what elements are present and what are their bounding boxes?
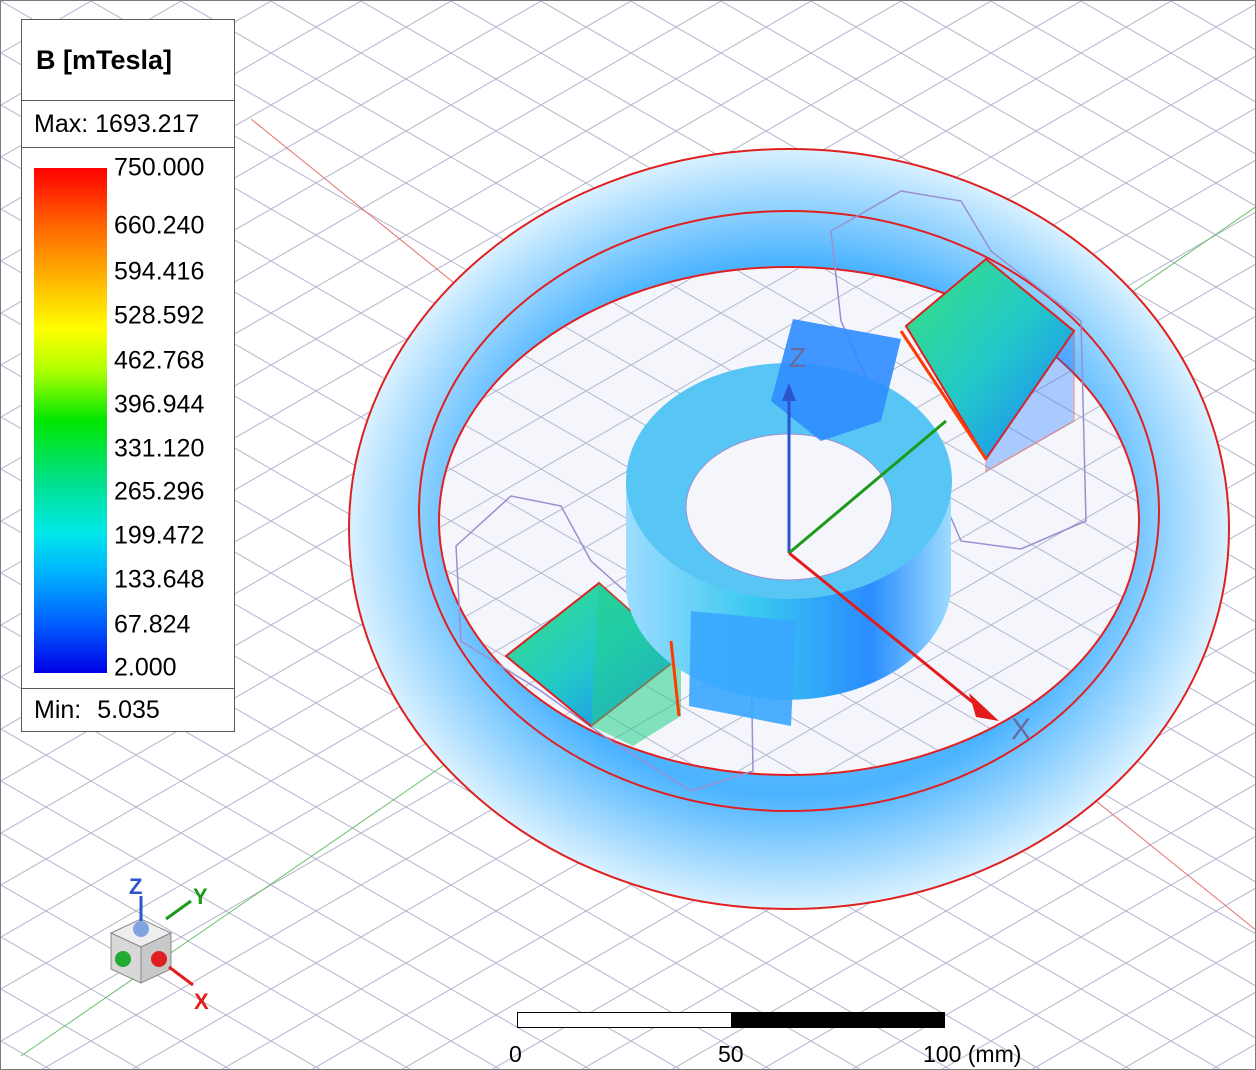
model-x-axis [788, 551, 987, 715]
legend-max: Max: 1693.217 [22, 101, 234, 148]
legend-tick: 462.768 [114, 346, 205, 375]
legend-tick: 594.416 [114, 257, 205, 286]
model-x-label: X [1011, 713, 1031, 746]
legend-tick: 396.944 [114, 390, 205, 419]
legend-tick: 660.240 [114, 211, 205, 240]
legend-title: B [mTesla] [22, 20, 234, 101]
scale-bar-white-segment [517, 1012, 733, 1028]
stator-ring-mid [418, 210, 1160, 812]
legend-tick: 331.120 [114, 434, 205, 463]
legend-tick: 2.000 [114, 653, 177, 682]
legend-gradient-bar [34, 168, 107, 673]
triad-x-label: X [194, 989, 209, 1014]
model-x-arrow [969, 693, 999, 721]
scale-bar-black-segment [731, 1012, 945, 1028]
triad-z-knob [133, 921, 149, 937]
pole-piece-upper-side [985, 328, 1075, 473]
rotor-tooth-lower [689, 611, 796, 726]
pole-piece-upper [904, 257, 1076, 461]
legend-tick: 199.472 [114, 521, 205, 550]
legend-tick: 750.000 [114, 153, 205, 182]
triad-x-axis [168, 965, 194, 987]
legend-tick: 133.648 [114, 565, 205, 594]
model-z-label: Z [789, 342, 806, 373]
orientation-triad[interactable]: Z Y X [109, 874, 209, 1014]
triad-x-knob [151, 951, 167, 967]
scale-bar [517, 1012, 945, 1028]
scale-bar-label-0: 0 [509, 1041, 522, 1067]
pole-piece-lower-side [591, 583, 681, 746]
color-legend[interactable]: B [mTesla] Max: 1693.217 750.000 660.240… [21, 19, 235, 732]
legend-tick: 528.592 [114, 301, 205, 330]
triad-y-label: Y [193, 884, 208, 909]
rotor-tooth-upper [771, 319, 901, 441]
triad-y-knob [115, 951, 131, 967]
high-field-edge-lower [669, 640, 681, 717]
legend-min-prefix: Min: [34, 696, 82, 724]
model-z-arrow [782, 383, 796, 401]
legend-tick: 265.296 [114, 477, 205, 506]
scale-bar-label-50: 50 [718, 1041, 744, 1067]
triad-z-label: Z [129, 874, 142, 899]
legend-tick: 67.824 [114, 610, 191, 639]
legend-min-value: 5.035 [97, 696, 160, 724]
model-y-axis [788, 419, 947, 555]
triad-y-axis [165, 899, 192, 921]
high-field-edge-upper [899, 330, 988, 460]
legend-min: Min: 5.035 [22, 689, 234, 731]
legend-color-scale: 750.000 660.240 594.416 528.592 462.768 … [22, 148, 234, 689]
scale-bar-label-100: 100 (mm) [923, 1041, 1022, 1067]
